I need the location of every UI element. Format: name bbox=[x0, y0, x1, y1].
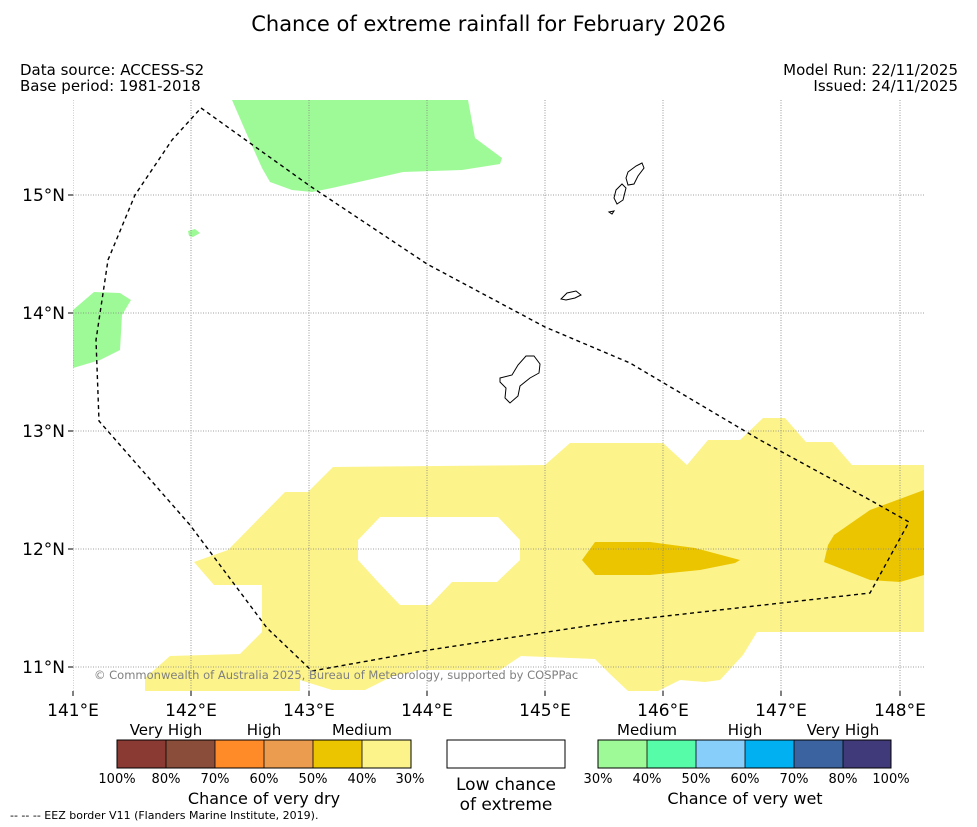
copyright-notice: © Commonwealth of Australia 2025, Bureau… bbox=[94, 668, 579, 682]
legend-dry-heading: Very High bbox=[130, 721, 203, 739]
legend-wet-swatch bbox=[598, 740, 647, 768]
lat-tick-label: 14°N bbox=[22, 304, 65, 324]
wet-region-west bbox=[73, 292, 131, 368]
legend-dry-swatch bbox=[215, 740, 264, 768]
lon-tick-label: 143°E bbox=[283, 701, 335, 721]
legend-wet-swatch bbox=[843, 740, 891, 768]
legend-dry-heading: High bbox=[247, 721, 281, 739]
legend-dry-heading: Medium bbox=[332, 721, 392, 739]
legend-wet-tick: 100% bbox=[872, 772, 909, 787]
dry-region-40-50-east bbox=[824, 490, 924, 582]
legend-wet-swatch bbox=[696, 740, 745, 768]
rota-island bbox=[559, 290, 582, 301]
eez-border-note: -- -- -- EEZ border V11 (Flanders Marine… bbox=[10, 809, 319, 822]
data-source-label: Data source: ACCESS-S2 bbox=[20, 61, 205, 79]
lat-tick-label: 11°N bbox=[22, 658, 65, 678]
lat-tick-label: 12°N bbox=[22, 540, 65, 560]
legend-dry-swatch bbox=[117, 740, 166, 768]
legend-dry-tick: 70% bbox=[201, 772, 230, 787]
legend-dry-tick: 60% bbox=[250, 772, 279, 787]
legend-dry-tick: 100% bbox=[98, 772, 135, 787]
dry-region-40-50-center bbox=[582, 542, 740, 575]
lat-tick-label: 15°N bbox=[22, 186, 65, 206]
legend-dry-frame bbox=[116, 739, 412, 769]
dry-region-30-40 bbox=[145, 418, 924, 691]
legend-dry-swatch bbox=[313, 740, 362, 768]
meta-right: Model Run: 22/11/2025 Issued: 24/11/2025 bbox=[783, 62, 958, 94]
legend-wet-swatch bbox=[745, 740, 794, 768]
lon-tick-label: 144°E bbox=[401, 701, 453, 721]
lon-tick-label: 148°E bbox=[874, 701, 926, 721]
guam-island bbox=[499, 355, 541, 404]
lon-tick-label: 142°E bbox=[165, 701, 217, 721]
legend-dry-swatch bbox=[264, 740, 313, 768]
legend-dry-caption: Chance of very dry bbox=[188, 789, 340, 808]
legend-wet-tick: 40% bbox=[633, 772, 662, 787]
page-title: Chance of extreme rainfall for February … bbox=[251, 12, 726, 36]
legend-dry-swatch bbox=[166, 740, 215, 768]
legend-low-caption-line1: Low chance bbox=[456, 775, 556, 795]
lon-tick-label: 147°E bbox=[755, 701, 807, 721]
legend-wet-tick: 50% bbox=[682, 772, 711, 787]
legend-dry-swatch bbox=[362, 740, 411, 768]
legend-wet-frame bbox=[597, 739, 892, 769]
saipan-island bbox=[625, 162, 645, 186]
legend-dry-tick: 80% bbox=[152, 772, 181, 787]
legend-wet-swatch bbox=[794, 740, 843, 768]
wet-region-speck bbox=[188, 229, 200, 237]
legend-wet-caption: Chance of very wet bbox=[667, 789, 822, 808]
legend-wet-swatch bbox=[647, 740, 696, 768]
lon-tick-label: 145°E bbox=[519, 701, 571, 721]
legend-wet-tick: 30% bbox=[584, 772, 613, 787]
wet-region-north bbox=[232, 100, 502, 192]
legend-low-caption-line2: of extreme bbox=[459, 795, 553, 815]
issued-label: Issued: 24/11/2025 bbox=[813, 77, 958, 95]
legend-wet: Medium High Very High 30% 40% 50% 60% 70… bbox=[584, 721, 910, 808]
legend-dry-tick: 40% bbox=[348, 772, 377, 787]
legend-wet-heading: Very High bbox=[807, 721, 880, 739]
tinian-island bbox=[613, 183, 627, 205]
lon-tick-label: 141°E bbox=[47, 701, 99, 721]
meta-left: Data source: ACCESS-S2 Base period: 1981… bbox=[20, 62, 204, 94]
legend-low-swatch bbox=[446, 739, 566, 769]
coastlines bbox=[499, 162, 645, 404]
legend-wet-tick: 60% bbox=[731, 772, 760, 787]
legend-wet-tick: 70% bbox=[780, 772, 809, 787]
legend-wet-heading: Medium bbox=[617, 721, 677, 739]
map-area bbox=[73, 100, 924, 691]
lat-tick-label: 13°N bbox=[22, 422, 65, 442]
lon-tick-label: 146°E bbox=[637, 701, 689, 721]
aguijan-island bbox=[607, 210, 616, 215]
legend-dry-tick: 30% bbox=[396, 772, 425, 787]
eez-border bbox=[95, 107, 910, 672]
axis-ticks bbox=[68, 194, 901, 696]
legend-dry-tick: 50% bbox=[299, 772, 328, 787]
legend-dry: Very High High Medium 100% 80% 70% 60% 5… bbox=[98, 721, 424, 808]
base-period-label: Base period: 1981-2018 bbox=[20, 77, 201, 95]
legend-wet-tick: 80% bbox=[829, 772, 858, 787]
map-grid bbox=[73, 100, 924, 691]
legend-low-caption: Low chance of extreme bbox=[447, 775, 565, 815]
model-run-label: Model Run: 22/11/2025 bbox=[783, 61, 958, 79]
lat-tick-labels: 15°N 14°N 13°N 12°N 11°N bbox=[22, 186, 65, 678]
lon-tick-labels: 141°E 142°E 143°E 144°E 145°E 146°E 147°… bbox=[47, 701, 926, 721]
legend-wet-heading: High bbox=[728, 721, 762, 739]
